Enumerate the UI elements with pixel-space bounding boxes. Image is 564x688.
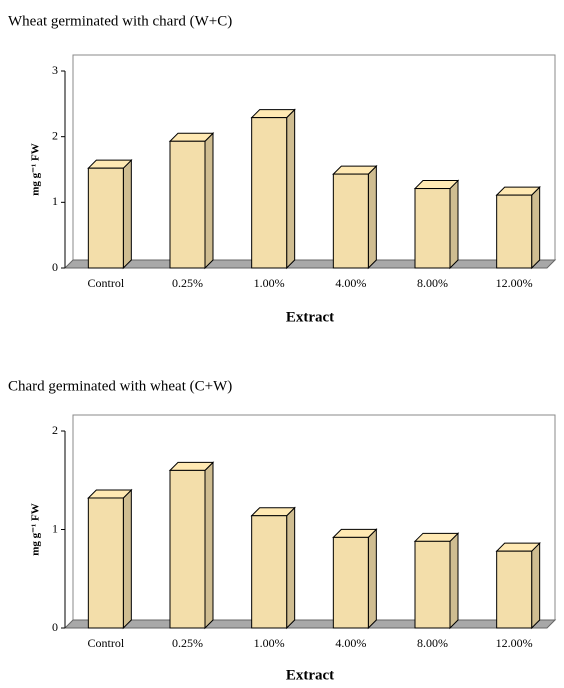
- bar-front: [87, 497, 124, 629]
- bar-side: [204, 132, 214, 270]
- bar: [332, 528, 378, 630]
- bar-top: [250, 507, 296, 517]
- chart-title: Wheat germinated with chard (W+C): [8, 13, 232, 29]
- x-axis-label: Extract: [286, 667, 334, 683]
- bar-front: [332, 536, 369, 629]
- bar: [495, 541, 541, 630]
- bar-top: [413, 180, 460, 190]
- bar-side: [286, 108, 296, 270]
- bar-front: [414, 540, 451, 629]
- bar: [87, 158, 133, 270]
- bar-side: [449, 532, 459, 630]
- bar-front: [251, 515, 288, 629]
- bar-side: [122, 158, 132, 270]
- x-tick-label: 12.00%: [496, 636, 533, 650]
- bar-top: [87, 489, 133, 499]
- bar-side: [367, 164, 377, 270]
- x-tick-label: 4.00%: [335, 636, 366, 650]
- bar-front: [169, 469, 206, 629]
- x-tick-label: 12.00%: [496, 276, 533, 290]
- bar-side: [122, 488, 132, 630]
- y-tick-label: 0: [52, 620, 58, 634]
- bar-side: [531, 541, 541, 630]
- y-tick-label: 2: [52, 128, 58, 142]
- bar-top: [332, 165, 378, 175]
- y-axis-label: mg g⁻¹ FW: [30, 143, 42, 196]
- chart: Wheat germinated with chard (W+C) 0 1 2 3 mg …: [8, 13, 557, 325]
- x-tick-label: 1.00%: [254, 276, 285, 290]
- floor: [63, 259, 557, 269]
- bar: [250, 108, 296, 270]
- chart: Chard germinated with wheat (C+W) 0 1 2 mg g…: [8, 378, 557, 683]
- bar-top: [250, 109, 296, 119]
- bar-side: [204, 461, 214, 630]
- bar: [413, 532, 460, 630]
- bar: [332, 164, 378, 270]
- bar-side: [449, 179, 459, 270]
- bar-front: [414, 188, 451, 269]
- bar-top: [413, 532, 460, 542]
- x-tick-label: 8.00%: [417, 276, 448, 290]
- y-axis-label: mg g⁻¹ FW: [30, 503, 42, 556]
- y-tick-label: 2: [52, 423, 58, 437]
- x-tick-label: Control: [87, 636, 124, 650]
- x-tick-label: 4.00%: [335, 276, 366, 290]
- bar-front: [87, 167, 124, 269]
- x-tick-label: Control: [87, 276, 124, 290]
- bar-top: [495, 186, 541, 196]
- y-tick-label: 0: [52, 260, 58, 274]
- floor: [63, 619, 557, 629]
- bar: [250, 506, 296, 630]
- x-tick-label: 0.25%: [172, 636, 203, 650]
- bar-top: [332, 528, 378, 538]
- x-axis-label: Extract: [286, 309, 334, 325]
- bar-top: [168, 132, 215, 142]
- chart-title: Chard germinated with wheat (C+W): [8, 378, 232, 394]
- plot-frame: [72, 414, 556, 621]
- bar-front: [251, 117, 288, 269]
- x-tick-label: 1.00%: [254, 636, 285, 650]
- x-tick-label: 8.00%: [417, 636, 448, 650]
- y-tick-label: 1: [52, 521, 58, 535]
- bar: [168, 461, 215, 630]
- bar: [168, 132, 215, 270]
- y-tick-label: 1: [52, 194, 58, 208]
- bar-top: [168, 461, 215, 471]
- plot-frame: [72, 54, 556, 261]
- bar-side: [286, 506, 296, 630]
- bar-top: [495, 542, 541, 552]
- x-tick-label: 0.25%: [172, 276, 203, 290]
- bar: [413, 179, 460, 270]
- bar: [495, 185, 541, 270]
- bar: [87, 488, 133, 630]
- bar-side: [367, 528, 377, 630]
- bar-front: [169, 140, 206, 269]
- bar-front: [496, 194, 533, 269]
- y-tick-label: 3: [52, 63, 58, 77]
- bar-front: [332, 173, 369, 269]
- bar-top: [87, 159, 133, 169]
- bar-side: [531, 185, 541, 270]
- bar-front: [496, 550, 533, 629]
